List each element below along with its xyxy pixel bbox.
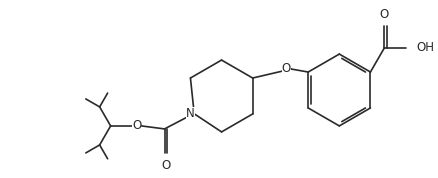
- Text: N: N: [186, 108, 195, 121]
- Text: O: O: [161, 159, 170, 172]
- Text: O: O: [282, 62, 291, 75]
- Text: OH: OH: [417, 41, 434, 54]
- Text: O: O: [380, 8, 389, 21]
- Text: O: O: [132, 119, 141, 132]
